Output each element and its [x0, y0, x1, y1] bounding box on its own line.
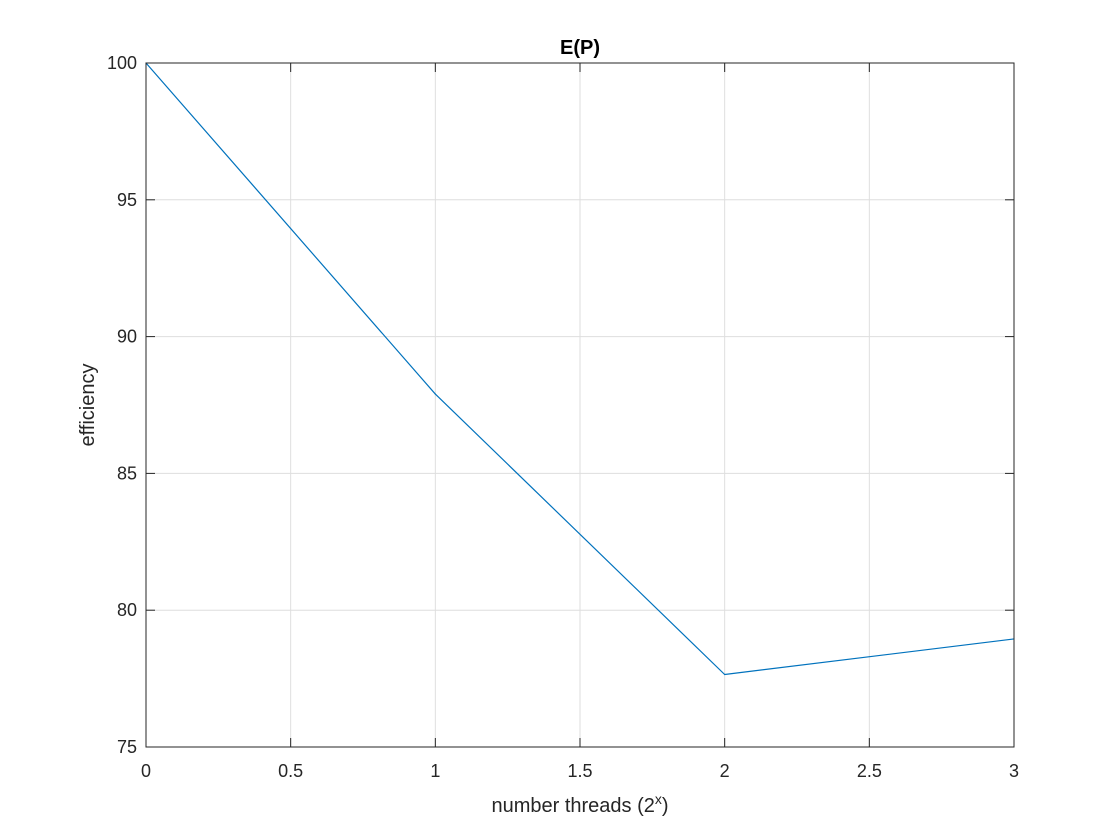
x-tick-label: 3: [1009, 761, 1019, 781]
y-tick-label: 75: [117, 737, 137, 757]
y-tick-label: 95: [117, 190, 137, 210]
x-axis-label: number threads (2x): [491, 791, 668, 817]
ticks: [145, 62, 1015, 748]
y-tick-label: 100: [107, 53, 137, 73]
x-axis-label-main: number threads (2: [491, 795, 654, 817]
x-axis-label-close: ): [662, 795, 669, 817]
x-tick-label: 2.5: [857, 761, 882, 781]
x-axis-label-superscript: x: [655, 791, 662, 807]
data-point: [434, 393, 436, 395]
x-tick-label: 2: [720, 761, 730, 781]
x-tick-label: 1.5: [567, 761, 592, 781]
x-tick-label: 1: [430, 761, 440, 781]
x-tick-label: 0.5: [278, 761, 303, 781]
series-line: [145, 62, 1015, 676]
x-tick-label: 0: [141, 761, 151, 781]
data-point: [724, 673, 726, 676]
y-tick-label: 80: [117, 600, 137, 620]
chart-title: E(P): [560, 37, 600, 59]
y-axis-label: efficiency: [77, 363, 99, 446]
tick-labels: 0 0.5 1 1.5 2 2.5 3 75 80 85 90 95 100: [107, 53, 1019, 781]
y-tick-label: 85: [117, 463, 137, 483]
y-tick-label: 90: [117, 327, 137, 347]
